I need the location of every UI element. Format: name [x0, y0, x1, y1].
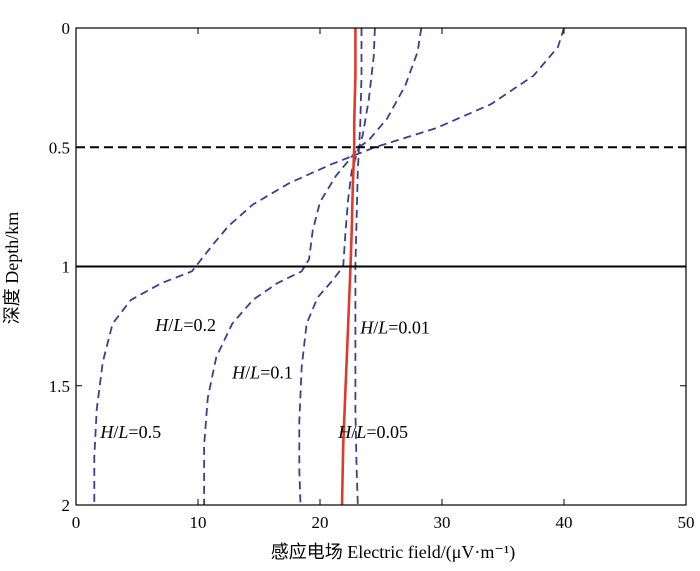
y-tick-label: 1.5 — [49, 377, 70, 396]
series-group — [93, 27, 565, 506]
y-tick-label: 0 — [62, 19, 71, 38]
x-tick-label: 50 — [678, 513, 695, 532]
y-tick-label: 2 — [62, 496, 71, 515]
y-tick-label: 1 — [62, 258, 71, 277]
annotation-label-5: H/L=0.05 — [337, 422, 408, 442]
series-line-3 — [298, 27, 376, 506]
x-axis-ticks: 0 10 20 30 40 50 — [72, 28, 695, 532]
x-tick-label: 20 — [312, 513, 329, 532]
x-tick-label: 40 — [556, 513, 573, 532]
x-tick-label: 30 — [434, 513, 451, 532]
series-line-2 — [203, 27, 423, 505]
annotation-label-3: H/L=0.5 — [99, 422, 161, 442]
x-axis-label: 感应电场 Electric field/(μV·m⁻¹) — [271, 542, 515, 563]
reference-lines — [76, 146, 686, 268]
series-line-1 — [93, 27, 565, 505]
y-axis-label: 深度 Depth/km — [2, 212, 22, 325]
series-line-4 — [354, 28, 363, 506]
annotation-label-1: H/L=0.2 — [154, 315, 216, 335]
annotations: H/L=0.2 H/L=0.1 H/L=0.5 H/L=0.01 H/L=0.05 — [99, 315, 430, 442]
annotation-label-4: H/L=0.01 — [359, 317, 430, 337]
annotation-label-2: H/L=0.1 — [231, 363, 293, 383]
y-axis-ticks: 0 0.5 1 1.5 2 — [49, 19, 686, 515]
y-tick-label: 0.5 — [49, 138, 70, 157]
x-tick-label: 10 — [190, 513, 207, 532]
series-line-5 — [340, 28, 357, 506]
x-tick-label: 0 — [72, 513, 81, 532]
